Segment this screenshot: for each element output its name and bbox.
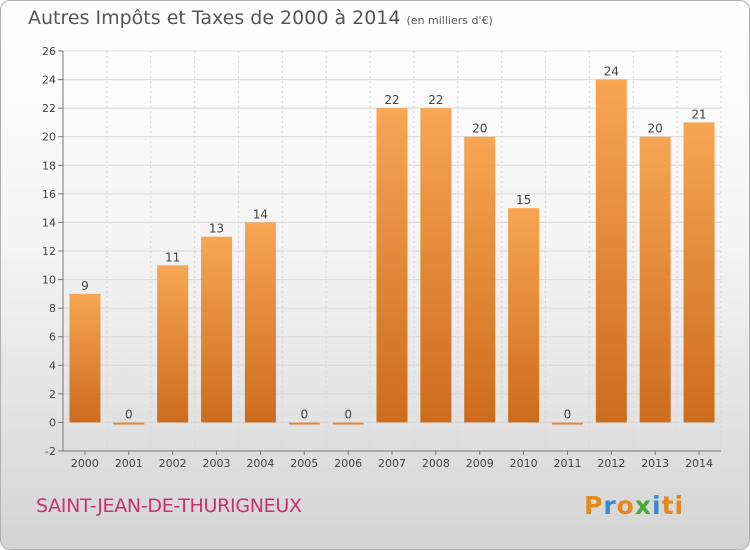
x-tick-label: 2002 <box>159 457 187 470</box>
data-label: 22 <box>384 93 399 107</box>
bar <box>595 79 627 423</box>
bar <box>683 122 715 423</box>
y-tick-label: 12 <box>42 245 56 258</box>
bar <box>244 222 276 423</box>
y-tick-label: 14 <box>42 216 56 229</box>
bar <box>288 422 320 425</box>
data-label: 22 <box>428 93 443 107</box>
data-label: 15 <box>516 193 531 207</box>
x-tick-label: 2000 <box>71 457 99 470</box>
x-tick-label: 2003 <box>203 457 231 470</box>
data-label: 20 <box>472 122 487 136</box>
y-tick-label: 8 <box>49 302 56 315</box>
x-tick-label: 2010 <box>510 457 538 470</box>
logo-letter: P <box>584 491 604 520</box>
bar <box>551 422 583 425</box>
commune-name: SAINT-JEAN-DE-THURIGNEUX <box>36 495 302 517</box>
logo-letter: ti <box>661 491 685 520</box>
logo-letter: r <box>603 491 617 520</box>
x-tick-label: 2004 <box>246 457 274 470</box>
logo-letter: o <box>616 491 635 520</box>
y-tick-label: 6 <box>49 331 56 344</box>
proxiti-logo: Proxiti <box>584 491 684 520</box>
data-label: 0 <box>564 407 572 421</box>
data-label: 20 <box>648 122 663 136</box>
bar <box>376 108 408 423</box>
x-tick-label: 2007 <box>378 457 406 470</box>
x-tick-label: 2008 <box>422 457 450 470</box>
x-tick-label: 2013 <box>641 457 669 470</box>
bar <box>332 422 364 425</box>
data-label: 13 <box>209 222 224 236</box>
data-label: 0 <box>125 407 133 421</box>
y-tick-label: 22 <box>42 102 56 115</box>
data-label: 14 <box>253 207 268 221</box>
y-tick-label: -2 <box>45 445 56 458</box>
y-tick-label: 4 <box>49 359 56 372</box>
bar <box>69 293 101 423</box>
x-tick-label: 2001 <box>115 457 143 470</box>
unit-label: (en milliers d'€) <box>406 14 493 27</box>
data-label: 9 <box>81 279 89 293</box>
x-tick-label: 2012 <box>597 457 625 470</box>
data-label: 0 <box>344 407 352 421</box>
bar <box>508 208 540 423</box>
logo-letter: x <box>634 491 652 520</box>
y-tick-label: 24 <box>42 74 56 87</box>
logo-letter: i <box>652 491 662 520</box>
y-tick-label: 18 <box>42 159 56 172</box>
x-tick-label: 2006 <box>334 457 362 470</box>
data-label: 21 <box>691 107 706 121</box>
bar <box>201 236 233 423</box>
data-label: 11 <box>165 250 180 264</box>
bar <box>420 108 452 423</box>
y-tick-label: 0 <box>49 416 56 429</box>
chart-title: Autres Impôts et Taxes de 2000 à 2014 (en… <box>28 7 493 29</box>
data-label: 0 <box>300 407 308 421</box>
bar <box>157 265 189 423</box>
y-tick-label: 16 <box>42 188 56 201</box>
x-tick-label: 2009 <box>466 457 494 470</box>
x-tick-label: 2005 <box>290 457 318 470</box>
y-tick-label: 26 <box>42 45 56 58</box>
x-tick-label: 2011 <box>553 457 581 470</box>
bar <box>113 422 145 425</box>
y-tick-label: 20 <box>42 131 56 144</box>
x-tick-label: 2014 <box>685 457 713 470</box>
data-label: 24 <box>604 65 619 79</box>
bar <box>464 136 496 423</box>
title-text: Autres Impôts et Taxes de 2000 à 2014 <box>28 7 401 29</box>
y-tick-label: 2 <box>49 388 56 401</box>
y-tick-label: 10 <box>42 274 56 287</box>
bar <box>639 136 671 423</box>
